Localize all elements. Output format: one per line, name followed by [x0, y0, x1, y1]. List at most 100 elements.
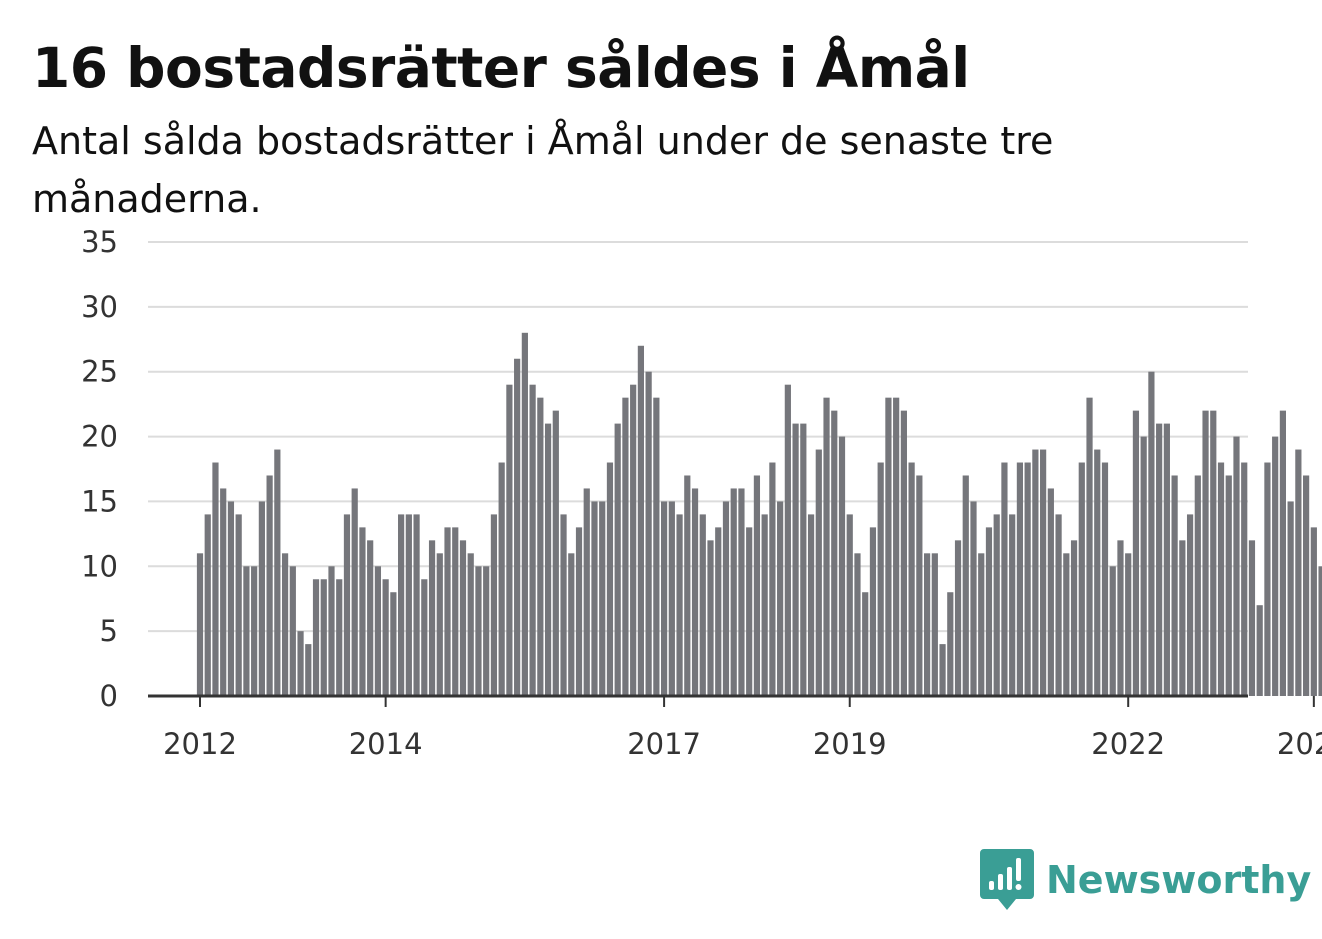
bar — [351, 488, 358, 696]
bar — [227, 501, 235, 696]
bar — [591, 501, 598, 696]
bar — [792, 423, 799, 696]
bar — [312, 579, 320, 696]
bar — [722, 501, 730, 696]
bar — [715, 527, 722, 696]
bar — [637, 345, 644, 696]
bar — [421, 579, 428, 696]
bar — [978, 553, 985, 696]
bar — [1264, 462, 1271, 696]
x-tick-label: 2024 — [1277, 727, 1322, 761]
bar — [947, 592, 954, 696]
bar — [1117, 540, 1124, 696]
bar — [753, 475, 761, 696]
bar — [738, 488, 745, 696]
bar — [444, 527, 451, 696]
bar — [575, 527, 583, 696]
bar — [869, 527, 877, 696]
bar — [1295, 449, 1302, 696]
bar — [413, 514, 420, 696]
bar — [398, 514, 405, 696]
bar — [1078, 462, 1085, 696]
y-tick-label: 0 — [100, 679, 118, 713]
bar — [490, 514, 498, 696]
bar — [289, 566, 296, 696]
y-tick-label: 20 — [81, 420, 118, 454]
bar — [1248, 540, 1256, 696]
bar — [1094, 449, 1101, 696]
y-tick-label: 35 — [81, 225, 118, 259]
bar — [815, 449, 822, 696]
bar — [1256, 605, 1263, 696]
bar — [1279, 410, 1286, 696]
bar — [343, 514, 351, 696]
x-tick-label: 2012 — [163, 727, 237, 761]
bar — [521, 332, 528, 696]
bar — [405, 514, 412, 696]
bar — [614, 423, 621, 696]
bar — [653, 397, 660, 696]
bar — [560, 514, 567, 696]
bar — [746, 527, 753, 696]
bar — [382, 579, 389, 696]
bar — [220, 488, 227, 696]
bar — [467, 553, 474, 696]
bar — [1202, 410, 1209, 696]
bar — [1171, 475, 1178, 696]
bar — [630, 384, 637, 696]
bar — [336, 579, 343, 696]
bar — [1272, 436, 1279, 696]
bar — [475, 566, 482, 696]
bar — [893, 397, 900, 696]
bar — [281, 553, 289, 696]
y-tick-label: 5 — [100, 614, 118, 648]
bar — [661, 501, 668, 696]
bar — [846, 514, 853, 696]
bar — [599, 501, 606, 696]
chart-title: 16 bostadsrätter såldes i Åmål — [32, 36, 970, 100]
bar — [831, 410, 838, 696]
bar — [1303, 475, 1310, 696]
bar — [862, 592, 869, 696]
bar — [985, 527, 993, 696]
bar — [1132, 410, 1140, 696]
bar — [243, 566, 250, 696]
bar — [1009, 514, 1016, 696]
bar — [483, 566, 490, 696]
bar — [274, 449, 281, 696]
y-axis-ticks: 0 5 10 15 20 25 30 35 — [81, 225, 118, 713]
bar — [544, 423, 552, 696]
bar — [1225, 475, 1232, 696]
bar — [552, 410, 559, 696]
bar — [1156, 423, 1163, 696]
bar — [266, 475, 273, 696]
bar — [993, 514, 1000, 696]
bar — [1016, 462, 1024, 696]
x-tick-label: 2014 — [349, 727, 423, 761]
bar — [204, 514, 211, 696]
bar — [258, 501, 265, 696]
x-tick-label: 2017 — [627, 727, 701, 761]
bar — [367, 540, 374, 696]
bar — [1040, 449, 1047, 696]
y-tick-label: 15 — [81, 484, 118, 518]
brand-name: Newsworthy — [1046, 858, 1312, 902]
bar — [514, 358, 521, 696]
bar — [374, 566, 382, 696]
bar — [954, 540, 962, 696]
y-tick-label: 10 — [81, 549, 118, 583]
bar — [452, 527, 459, 696]
bar — [707, 540, 714, 696]
bar — [676, 514, 683, 696]
x-tick-label: 2019 — [813, 727, 887, 761]
bar — [761, 514, 768, 696]
bar — [506, 384, 513, 696]
bar — [885, 397, 892, 696]
bar — [568, 553, 575, 696]
bar — [877, 462, 884, 696]
bar — [900, 410, 907, 696]
bar — [305, 644, 312, 696]
y-tick-label: 30 — [81, 290, 118, 324]
x-tick-label: 2022 — [1091, 727, 1165, 761]
bar — [1055, 514, 1062, 696]
